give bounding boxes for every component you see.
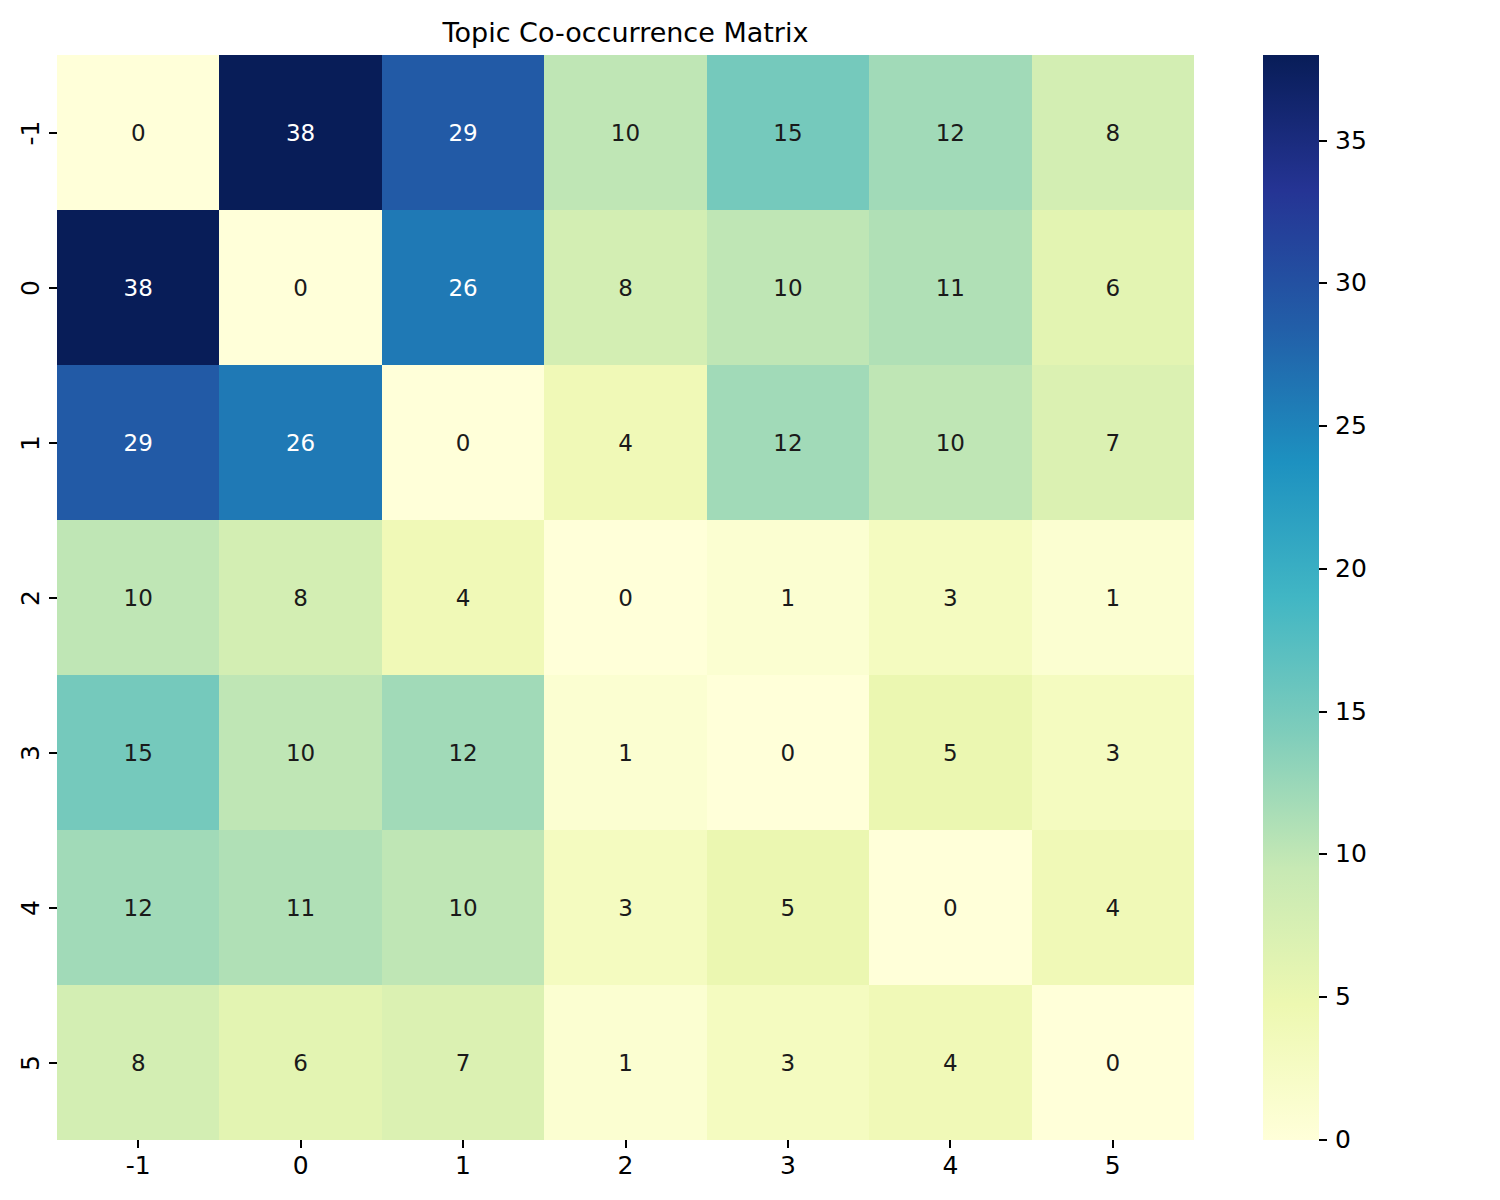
x-tick-label: 3	[748, 1151, 828, 1181]
heatmap-cell: 29	[57, 365, 219, 520]
colorbar-tick-label: 35	[1335, 126, 1405, 156]
colorbar-tick-label: 10	[1335, 839, 1405, 869]
x-tick-label: 5	[1073, 1151, 1153, 1181]
heatmap-cell: 10	[219, 675, 381, 830]
x-tick-label: 1	[423, 1151, 503, 1181]
heatmap-cell: 3	[544, 830, 706, 985]
y-tick-label: 1	[16, 426, 46, 460]
colorbar-tick-mark	[1319, 140, 1327, 142]
heatmap-cell: 38	[57, 210, 219, 365]
colorbar-tick-mark	[1319, 568, 1327, 570]
heatmap-cell: 8	[544, 210, 706, 365]
heatmap-cell: 15	[707, 55, 869, 210]
x-tick-mark	[949, 1140, 951, 1148]
x-tick-label: 0	[261, 1151, 341, 1181]
heatmap-cell: 10	[707, 210, 869, 365]
colorbar-tick-mark	[1319, 282, 1327, 284]
heatmap-cell: 1	[544, 985, 706, 1140]
x-tick-mark	[625, 1140, 627, 1148]
heatmap-figure: Topic Co-occurrence Matrix 0382910151283…	[0, 0, 1500, 1200]
heatmap-cell: 38	[219, 55, 381, 210]
heatmap-cell: 8	[57, 985, 219, 1140]
heatmap-cell: 5	[869, 675, 1031, 830]
heatmap-cell: 26	[382, 210, 544, 365]
colorbar-tick-label: 15	[1335, 697, 1405, 727]
heatmap-cell: 12	[382, 675, 544, 830]
heatmap-cell: 6	[1032, 210, 1194, 365]
heatmap-cell: 1	[707, 520, 869, 675]
colorbar-tick-label: 5	[1335, 982, 1405, 1012]
heatmap-cell: 0	[869, 830, 1031, 985]
y-tick-mark	[49, 132, 57, 134]
x-tick-mark	[137, 1140, 139, 1148]
heatmap-cell: 0	[382, 365, 544, 520]
heatmap-cell: 8	[219, 520, 381, 675]
heatmap-cell: 29	[382, 55, 544, 210]
y-tick-mark	[49, 287, 57, 289]
y-tick-label: 2	[16, 581, 46, 615]
x-tick-mark	[300, 1140, 302, 1148]
colorbar-tick-label: 20	[1335, 554, 1405, 584]
heatmap-cell: 1	[544, 675, 706, 830]
y-tick-mark	[49, 907, 57, 909]
colorbar-tick-mark	[1319, 853, 1327, 855]
heatmap-cell: 0	[219, 210, 381, 365]
colorbar-tick-label: 25	[1335, 411, 1405, 441]
x-tick-label: 2	[586, 1151, 666, 1181]
heatmap-cell: 1	[1032, 520, 1194, 675]
heatmap-cell: 4	[382, 520, 544, 675]
y-tick-label: 5	[16, 1046, 46, 1080]
x-tick-mark	[1112, 1140, 1114, 1148]
y-tick-mark	[49, 597, 57, 599]
heatmap-cell: 4	[544, 365, 706, 520]
heatmap-cell: 0	[544, 520, 706, 675]
heatmap-cell: 26	[219, 365, 381, 520]
heatmap-cell: 3	[1032, 675, 1194, 830]
colorbar-tick-mark	[1319, 996, 1327, 998]
y-tick-label: 4	[16, 891, 46, 925]
heatmap-cell: 4	[869, 985, 1031, 1140]
heatmap-cell: 7	[382, 985, 544, 1140]
heatmap-cell: 10	[544, 55, 706, 210]
colorbar-tick-mark	[1319, 711, 1327, 713]
colorbar-tick-mark	[1319, 425, 1327, 427]
heatmap-grid: 0382910151283802681011629260412107108401…	[57, 55, 1194, 1140]
colorbar-tick-label: 0	[1335, 1125, 1405, 1155]
heatmap-cell: 12	[707, 365, 869, 520]
heatmap-cell: 12	[869, 55, 1031, 210]
heatmap-cell: 7	[1032, 365, 1194, 520]
heatmap-cell: 0	[1032, 985, 1194, 1140]
y-tick-mark	[49, 1062, 57, 1064]
y-tick-mark	[49, 752, 57, 754]
x-tick-label: -1	[98, 1151, 178, 1181]
heatmap-cell: 8	[1032, 55, 1194, 210]
heatmap-cell: 0	[57, 55, 219, 210]
y-tick-label: 3	[16, 736, 46, 770]
x-tick-label: 4	[910, 1151, 990, 1181]
heatmap-cell: 3	[869, 520, 1031, 675]
heatmap-cell: 12	[57, 830, 219, 985]
heatmap-cell: 10	[57, 520, 219, 675]
heatmap-cell: 10	[869, 365, 1031, 520]
heatmap-cell: 3	[707, 985, 869, 1140]
x-tick-mark	[462, 1140, 464, 1148]
heatmap-cell: 10	[382, 830, 544, 985]
y-tick-label: -1	[16, 116, 46, 150]
heatmap-cell: 11	[869, 210, 1031, 365]
x-tick-mark	[787, 1140, 789, 1148]
heatmap-cell: 0	[707, 675, 869, 830]
y-tick-label: 0	[16, 271, 46, 305]
colorbar	[1263, 55, 1319, 1140]
heatmap-cell: 5	[707, 830, 869, 985]
y-tick-mark	[49, 442, 57, 444]
heatmap-cell: 4	[1032, 830, 1194, 985]
colorbar-tick-mark	[1319, 1139, 1327, 1141]
heatmap-cell: 11	[219, 830, 381, 985]
heatmap-cell: 15	[57, 675, 219, 830]
chart-title: Topic Co-occurrence Matrix	[57, 14, 1194, 52]
heatmap-cell: 6	[219, 985, 381, 1140]
colorbar-tick-label: 30	[1335, 268, 1405, 298]
